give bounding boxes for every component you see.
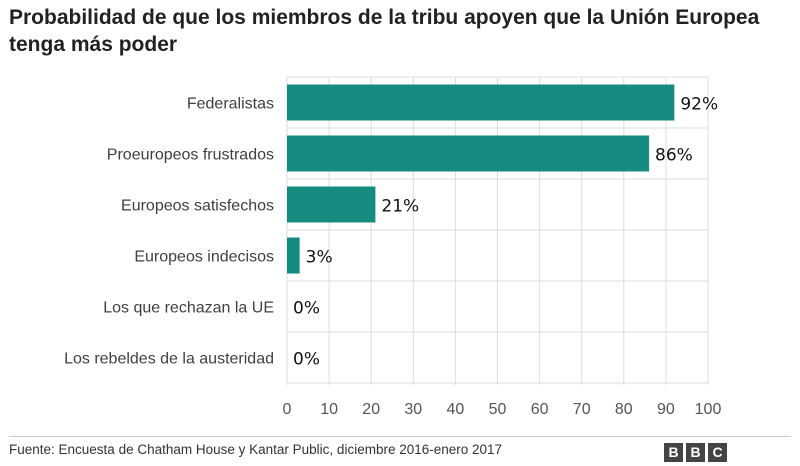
chart-title: Probabilidad de que los miembros de la t… <box>9 6 760 56</box>
category-label: Europeos indecisos <box>134 249 274 266</box>
bar-chart: Federalistas Proeuropeos frustrados Europe… <box>64 76 722 418</box>
value-label: 3% <box>306 248 333 268</box>
category-label: Los rebeldes de la austeridad <box>64 351 274 368</box>
value-label: 0% <box>293 299 320 319</box>
source-note: Fuente: Encuesta de Chatham House y Kant… <box>9 442 503 457</box>
x-tick-label: 70 <box>573 401 591 418</box>
category-label: Los que rechazan la UE <box>103 300 274 317</box>
x-tick-label: 40 <box>447 401 465 418</box>
value-label: 92% <box>680 95 718 115</box>
x-axis-ticks: 0 10 20 30 40 50 60 70 80 90 100 <box>283 401 722 418</box>
bar <box>287 135 650 172</box>
x-tick-label: 100 <box>695 401 722 418</box>
value-label: 0% <box>293 350 320 370</box>
bar <box>287 237 300 274</box>
category-labels: Federalistas Proeuropeos frustrados Europe… <box>64 96 274 368</box>
x-tick-label: 30 <box>404 401 422 418</box>
x-tick-label: 90 <box>657 401 675 418</box>
category-label: Proeuropeos frustrados <box>107 147 274 164</box>
bbc-logo-letter: C <box>708 443 727 462</box>
x-tick-label: 60 <box>531 401 549 418</box>
x-tick-label: 80 <box>615 401 633 418</box>
category-label: Europeos satisfechos <box>121 198 274 215</box>
category-label: Federalistas <box>187 96 274 113</box>
bbc-logo: B B C <box>664 443 727 462</box>
bbc-logo-letter: B <box>664 443 683 462</box>
x-tick-label: 0 <box>283 401 292 418</box>
bbc-logo-letter: B <box>686 443 705 462</box>
x-tick-label: 10 <box>320 401 338 418</box>
bars <box>287 84 675 274</box>
footer-divider <box>9 436 791 437</box>
grid-lines <box>286 76 709 385</box>
value-label: 86% <box>655 146 693 166</box>
x-tick-label: 50 <box>489 401 507 418</box>
x-tick-label: 20 <box>362 401 380 418</box>
bar <box>287 84 675 121</box>
value-labels: 92% 86% 21% 3% 0% 0% <box>293 95 718 370</box>
value-label: 21% <box>381 197 419 217</box>
bar <box>287 186 376 223</box>
